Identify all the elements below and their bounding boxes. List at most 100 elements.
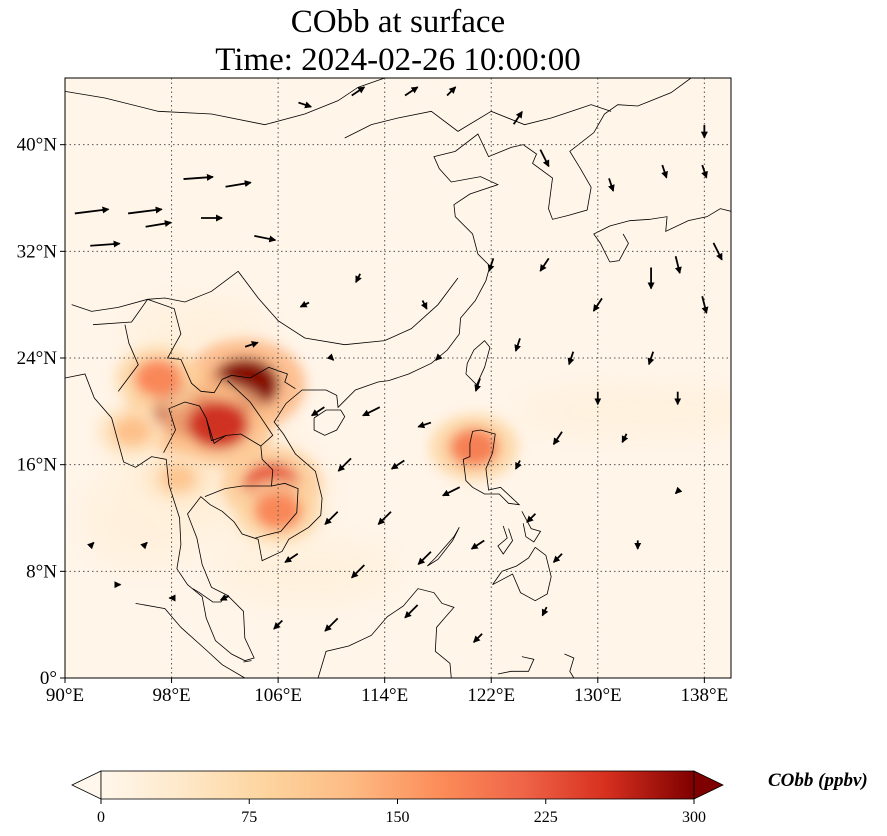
y-tick-label-16: 16°N	[17, 455, 58, 476]
y-tick-label-0: 0°	[40, 668, 57, 689]
coastline-22	[71, 270, 459, 346]
coastline-2	[609, 233, 629, 263]
chart-title: CObb at surface	[290, 4, 506, 40]
coastline-0	[65, 78, 692, 662]
coastline-18	[227, 380, 274, 447]
wind-arrow-50	[417, 551, 432, 566]
wind-arrow-51	[470, 539, 485, 550]
x-tick-label-98: 98°E	[152, 685, 190, 706]
coastline-23	[344, 104, 612, 139]
coastline-4	[313, 409, 346, 436]
wind-arrow-15	[661, 164, 668, 179]
x-tick-label-122: 122°E	[467, 685, 515, 706]
wind-arrow-39	[514, 460, 522, 470]
coastline-1	[593, 78, 731, 263]
wind-arrow-34	[647, 351, 655, 366]
x-axis-ticks: 90°E 98°E 106°E 114°E 122°E 130°E 138°E	[46, 678, 728, 706]
colorbar-label: CObb (ppbv)	[768, 770, 868, 791]
wind-arrow-65	[674, 486, 683, 495]
wind-arrow-20	[712, 242, 723, 261]
wind-arrow-5	[145, 220, 172, 228]
wind-arrow-41	[362, 406, 381, 417]
x-tick-label-106: 106°E	[254, 685, 302, 706]
wind-arrow-52	[526, 513, 537, 523]
y-tick-label-8: 8°N	[26, 561, 57, 582]
wind-arrow-28	[244, 341, 259, 348]
wind-arrow-30	[435, 353, 443, 361]
coastline-6	[492, 547, 552, 602]
wind-arrow-62	[473, 633, 483, 643]
wind-arrow-13	[539, 149, 550, 168]
coastlines	[65, 78, 731, 678]
colorbar-tick-label-3: 225	[534, 809, 558, 826]
hotspot-7	[159, 463, 197, 493]
coastline-11	[135, 602, 246, 678]
colorbar-tick-label-1: 75	[241, 809, 257, 826]
x-tick-label-138: 138°E	[681, 685, 729, 706]
wind-arrow-32	[514, 338, 521, 352]
colorbar: 0 75 150 225 300	[71, 770, 724, 826]
coastline-19	[117, 324, 139, 392]
wind-arrow-56	[273, 619, 283, 630]
wind-arrow-44	[390, 459, 405, 470]
wind-arrow-40	[417, 421, 432, 429]
wind-arrow-27	[299, 300, 310, 308]
wind-arrow-10	[404, 86, 419, 97]
wind-arrow-33	[567, 351, 575, 366]
wind-arrow-14	[608, 178, 615, 192]
plot-frame	[64, 77, 732, 679]
coastline-7	[427, 527, 460, 567]
wind-arrow-48	[284, 553, 299, 563]
wind-arrow-2	[183, 173, 214, 181]
graticule	[65, 78, 731, 678]
coastline-3	[465, 340, 491, 386]
wind-arrow-46	[377, 511, 392, 526]
hotspot-3	[134, 359, 183, 397]
colorbar-body	[100, 770, 695, 800]
colorbar-tick-label-0: 0	[97, 809, 105, 826]
wind-arrow-60	[87, 541, 95, 550]
wind-arrow-8	[298, 101, 313, 109]
wind-arrow-61	[140, 541, 148, 550]
haze-patch-3	[517, 389, 731, 434]
coastline-5	[462, 429, 521, 506]
coastline-10	[317, 588, 455, 678]
coastline-17	[205, 417, 227, 442]
wind-arrow-17	[701, 164, 708, 179]
hotspot-8	[448, 427, 499, 467]
coastline-14	[92, 298, 296, 394]
coastline-24	[65, 78, 385, 126]
wind-arrow-3	[225, 180, 252, 188]
wind-arrow-24	[487, 258, 495, 272]
colorbar-tick-label-4: 300	[682, 809, 706, 826]
wind-arrow-47	[324, 511, 339, 526]
wind-arrow-49	[351, 564, 365, 579]
wind-arrow-43	[337, 457, 352, 472]
wind-arrow-19	[674, 256, 682, 275]
wind-arrow-4	[90, 240, 121, 248]
wind-arrow-21	[701, 296, 709, 315]
wind-arrow-45	[441, 486, 461, 497]
y-tick-label-40: 40°N	[17, 135, 58, 156]
x-tick-label-130: 130°E	[574, 685, 622, 706]
colorbar-extend-low	[71, 770, 102, 800]
wind-arrow-26	[355, 273, 362, 284]
wind-arrow-11	[446, 86, 457, 97]
wind-arrow-57	[219, 594, 230, 601]
wind-arrow-38	[552, 431, 563, 446]
wind-arrow-25	[420, 300, 428, 310]
wind-arrow-53	[552, 553, 563, 563]
wind-arrow-29	[326, 353, 335, 361]
wind-arrow-22	[592, 297, 603, 312]
wind-arrow-54	[404, 604, 419, 619]
wind-arrow-55	[324, 617, 339, 632]
chart-subtitle: Time: 2024-02-26 10:00:00	[215, 42, 581, 78]
hotspot-2	[187, 400, 250, 449]
wind-arrow-12	[512, 110, 523, 125]
wind-arrow-63	[541, 606, 549, 617]
x-tick-label-114: 114°E	[361, 685, 408, 706]
coastline-13	[564, 653, 575, 678]
coastline-9	[521, 511, 542, 543]
y-tick-label-24: 24°N	[17, 348, 58, 369]
